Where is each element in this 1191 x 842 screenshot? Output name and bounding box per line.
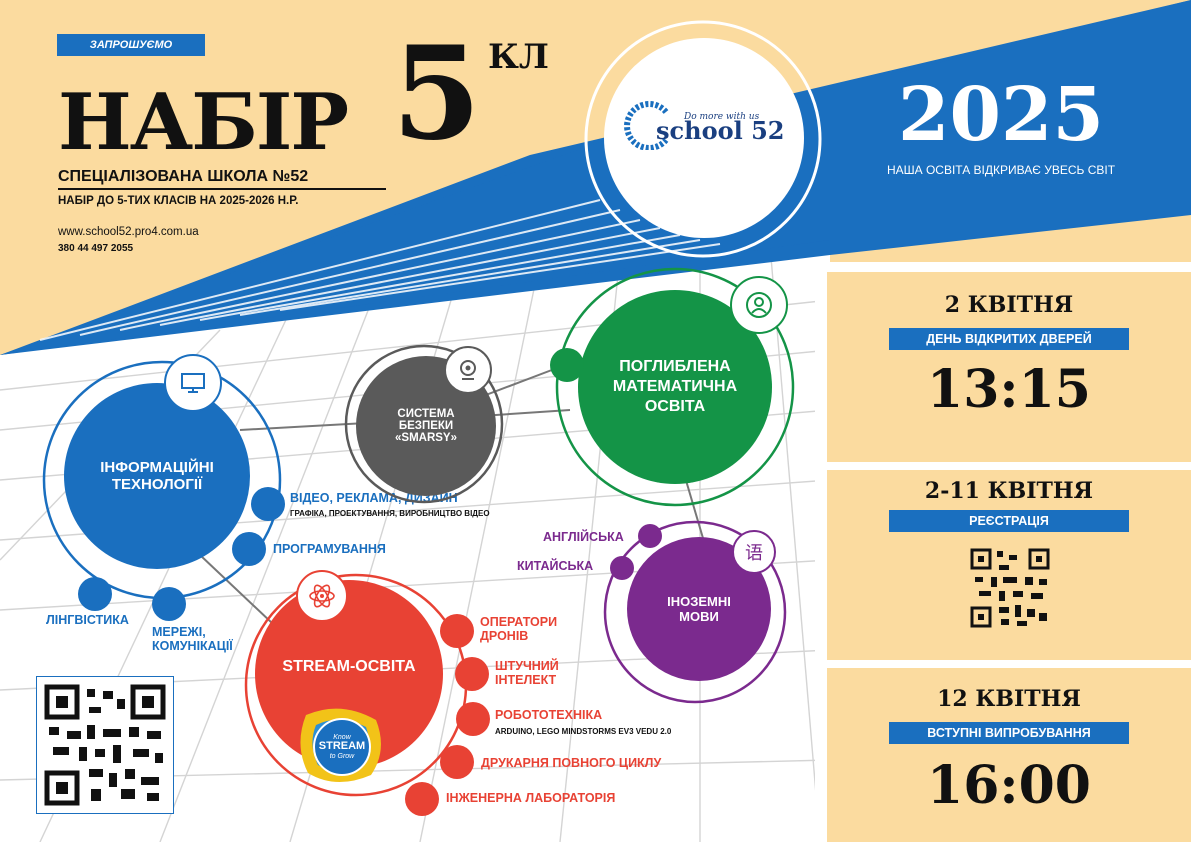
it-item-sub: ГРАФІКА, ПРОЕКТУВАННЯ, ВИРОБНИЦТВО ВІДЕО <box>290 509 490 518</box>
it-item-dot <box>152 587 186 621</box>
stream-item-dot <box>405 782 439 816</box>
event-date: 2 КВІТНЯ <box>944 292 1074 318</box>
stream-item-dot <box>456 702 490 736</box>
stream-item-dot <box>455 657 489 691</box>
qr-pattern-icon <box>44 684 166 806</box>
security-ring <box>344 344 504 504</box>
webcam-icon <box>444 346 492 394</box>
event-date: 2-11 КВІТНЯ <box>924 478 1094 504</box>
stream-label: STREAM-ОСВІТА <box>282 658 416 675</box>
stream-badge: Know STREAM to Grow <box>313 718 371 776</box>
stream-item-dot <box>440 614 474 648</box>
languages-ring <box>603 520 787 704</box>
stream-item-sub: ARDUINO, LEGO MINDSTORMS EV3 VEDU 2.0 <box>495 727 672 736</box>
stream-item-label: ОПЕРАТОРИ ДРОНІВ <box>480 615 558 643</box>
grade-suffix: КЛ <box>488 37 549 77</box>
stream-item-label: ІНЖЕНЕРНА ЛАБОРАТОРІЯ <box>446 791 616 805</box>
it-item-label: МЕРЕЖІ, КОМУНІКАЦІЇ <box>152 625 233 653</box>
math-node[interactable]: ПОГЛИБЛЕНА МАТЕМАТИЧНА ОСВІТА <box>578 290 772 484</box>
stream-item-dot <box>440 745 474 779</box>
qr-code-left[interactable] <box>36 676 174 814</box>
year-slogan: НАША ОСВІТА ВІДКРИВАЄ УВЕСЬ СВІТ <box>886 163 1116 177</box>
logo-name: school 52 <box>656 116 785 145</box>
math-ring <box>555 267 795 507</box>
event-panel-entrance-tests: 12 КВІТНЯ ВСТУПНІ ВИПРОБУВАННЯ 16:00 <box>827 668 1191 842</box>
event-time: 13:15 <box>927 359 1091 420</box>
language-item: АНГЛІЙСЬКА <box>543 530 624 544</box>
event-panel-registration: 2-11 КВІТНЯ РЕЄСТРАЦІЯ <box>827 470 1191 660</box>
event-title-bar: РЕЄСТРАЦІЯ <box>889 510 1129 532</box>
event-title-bar: ДЕНЬ ВІДКРИТИХ ДВЕРЕЙ <box>889 328 1129 350</box>
school-name: СПЕЦІАЛІЗОВАНА ШКОЛА №52 <box>58 168 309 185</box>
it-item-dot <box>232 532 266 566</box>
event-time: 16:00 <box>927 755 1091 816</box>
qr-pattern-icon <box>970 548 1050 628</box>
math-label: ПОГЛИБЛЕНА МАТЕМАТИЧНА ОСВІТА <box>612 358 738 415</box>
year-title: 2025 <box>898 72 1104 158</box>
admission-text: НАБІР ДО 5-ТИХ КЛАСІВ НА 2025-2026 Н.Р. <box>58 195 299 207</box>
it-item-label: ПРОГРАМУВАННЯ <box>273 542 386 556</box>
event-date: 12 КВІТНЯ <box>937 686 1081 712</box>
school-logo <box>604 38 804 238</box>
qr-code-registration[interactable] <box>969 547 1051 629</box>
languages-dot <box>638 524 662 548</box>
event-panel-open-day: 2 КВІТНЯ ДЕНЬ ВІДКРИТИХ ДВЕРЕЙ 13:15 <box>827 272 1191 462</box>
it-node[interactable]: ІНФОРМАЦІЙНІ ТЕХНОЛОГІЇ <box>64 383 250 569</box>
event-title-bar: ВСТУПНІ ВИПРОБУВАННЯ <box>889 722 1129 744</box>
logo-ring <box>584 20 822 258</box>
it-item-label: ЛІНГВІСТИКА <box>46 613 129 627</box>
website-link[interactable]: www.school52.pro4.com.ua <box>58 226 199 238</box>
languages-label: ІНОЗЕМНІ МОВИ <box>667 594 731 624</box>
badge-line: Know <box>333 733 351 741</box>
person-icon <box>730 276 788 334</box>
language-item: КИТАЙСЬКА <box>517 559 594 573</box>
logo-swirl-icon <box>624 101 669 150</box>
chinese-glyph-icon: 语 <box>732 530 776 574</box>
it-item-dot <box>78 577 112 611</box>
math-dot <box>550 348 584 382</box>
page-title: НАБІР <box>58 77 349 168</box>
grade-number: 5 <box>392 19 482 169</box>
it-item-dot <box>251 487 285 521</box>
phone-number: 380 44 497 2055 <box>58 243 134 254</box>
monitor-icon <box>164 354 222 412</box>
stream-item-label: РОБОТОТЕХНІКА <box>495 708 603 722</box>
stream-item-label: ШТУЧНИЙ ІНТЕЛЕКТ <box>495 659 559 687</box>
badge-line: STREAM <box>318 740 366 753</box>
languages-dot <box>610 556 634 580</box>
logo-tagline: Do more with us <box>684 112 760 122</box>
stream-item-label: ДРУКАРНЯ ПОВНОГО ЦИКЛУ <box>481 756 662 770</box>
divider <box>58 188 386 190</box>
it-label: ІНФОРМАЦІЙНІ ТЕХНОЛОГІЇ <box>100 459 214 493</box>
atom-icon <box>296 570 348 622</box>
badge-line: to Grow <box>329 752 355 760</box>
invite-badge: ЗАПРОШУЄМО <box>57 34 205 56</box>
security-label: СИСТЕМА БЕЗПЕКИ «SMARSY» <box>395 408 457 444</box>
